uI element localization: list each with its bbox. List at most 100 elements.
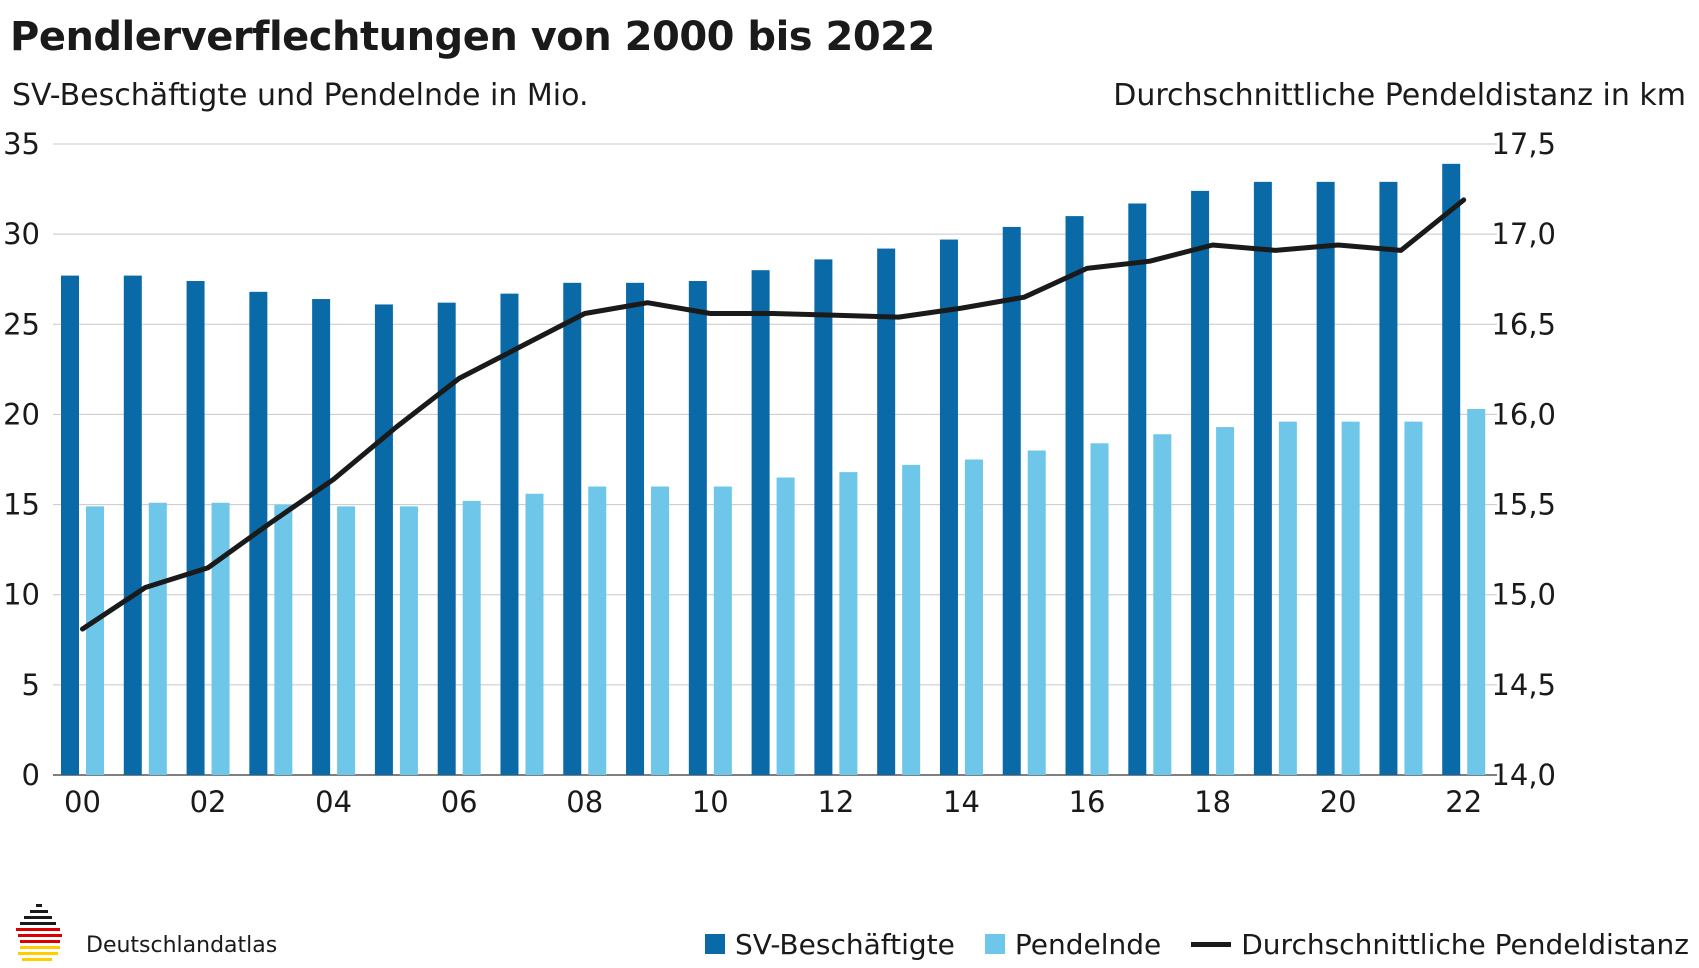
x-tick-label: 12 <box>817 785 854 819</box>
logo-stripe <box>30 910 48 913</box>
legend-swatch-pend <box>984 934 1005 954</box>
y-left-tick-label: 10 <box>3 578 40 612</box>
bar-pendelnde <box>902 464 921 775</box>
bar-pendelnde <box>462 500 481 775</box>
legend-swatch-sv <box>705 934 726 954</box>
bar-pendelnde <box>964 459 983 775</box>
left-y-axis-ticks: 0 5 10 15 20 25 30 35 <box>3 127 40 792</box>
logo-stripe <box>20 922 56 925</box>
y-right-tick-label: 14,5 <box>1491 668 1556 702</box>
bar-sv-beschaeftigte <box>186 281 205 775</box>
legend-item-sv: SV-Beschäftigte <box>705 928 955 961</box>
bar-sv-beschaeftigte <box>688 281 707 775</box>
y-right-tick-label: 16,5 <box>1491 307 1556 341</box>
legend: SV-Beschäftigte Pendelnde Durchschnittli… <box>675 924 1689 964</box>
legend-label-dist: Durchschnittliche Pendeldistanz <box>1241 927 1689 961</box>
x-tick-label: 16 <box>1069 785 1106 819</box>
bar-sv-beschaeftigte <box>1379 181 1398 776</box>
x-tick-label: 04 <box>315 785 352 819</box>
bar-pendelnde <box>1278 421 1297 775</box>
logo-stripe <box>20 946 60 949</box>
x-tick-label: 08 <box>566 785 603 819</box>
bar-pendelnde <box>1216 427 1235 775</box>
bar-pendelnde <box>1090 443 1109 775</box>
bar-pendelnde <box>651 486 670 775</box>
bar-pendelnde <box>399 506 418 775</box>
bar-sv-beschaeftigte <box>437 302 456 775</box>
chart-title: Pendlerverflechtungen von 2000 bis 2022 <box>10 14 935 60</box>
bar-pendelnde <box>337 506 356 775</box>
bar-pendelnde <box>86 506 104 775</box>
bar-sv-beschaeftigte <box>626 282 645 775</box>
bar-marks <box>61 163 1486 776</box>
bar-sv-beschaeftigte <box>563 282 582 775</box>
y-right-tick-label: 15,5 <box>1491 488 1556 522</box>
bar-sv-beschaeftigte <box>1253 181 1272 776</box>
right-y-axis-ticks: 14,0 14,5 15,0 15,5 16,0 16,5 17,0 17,5 <box>1491 127 1556 792</box>
bar-sv-beschaeftigte <box>939 239 958 776</box>
x-axis-ticks: 00 02 04 06 08 10 12 14 16 18 20 22 <box>64 785 1482 819</box>
y-left-tick-label: 25 <box>3 307 40 341</box>
right-axis-subtitle: Durchschnittliche Pendeldistanz in km <box>1113 78 1686 113</box>
y-left-tick-label: 15 <box>3 488 40 522</box>
bar-pendelnde <box>211 502 230 775</box>
logo-stripe <box>20 940 60 943</box>
bar-sv-beschaeftigte <box>312 299 331 775</box>
bar-sv-beschaeftigte <box>1065 216 1084 776</box>
y-right-tick-label: 14,0 <box>1491 758 1556 792</box>
y-left-tick-label: 5 <box>22 668 40 702</box>
y-left-tick-label: 30 <box>3 217 40 251</box>
deutschlandatlas-logo <box>16 904 62 961</box>
x-tick-label: 20 <box>1320 785 1357 819</box>
bar-pendelnde <box>1467 409 1486 775</box>
x-tick-label: 06 <box>441 785 478 819</box>
legend-label-sv: SV-Beschäftigte <box>735 927 955 961</box>
bar-pendelnde <box>713 486 732 775</box>
x-tick-label: 18 <box>1194 785 1231 819</box>
y-left-tick-label: 20 <box>3 397 40 431</box>
bar-sv-beschaeftigte <box>61 275 79 775</box>
logo-stripe <box>18 952 58 955</box>
left-axis-subtitle: SV-Beschäftigte und Pendelnde in Mio. <box>12 78 589 113</box>
line-series <box>80 197 1467 632</box>
bar-pendelnde <box>148 502 167 775</box>
legend-item-pend: Pendelnde <box>984 927 1162 961</box>
bar-pendelnde <box>1153 434 1172 775</box>
bar-sv-beschaeftigte <box>877 248 896 775</box>
logo-text: Deutschlandatlas <box>86 933 278 958</box>
logo-stripe <box>18 934 62 937</box>
bar-pendelnde <box>1027 450 1046 775</box>
bar-pendelnde <box>274 504 293 775</box>
x-tick-label: 02 <box>190 785 227 819</box>
bar-sv-beschaeftigte <box>1002 226 1021 776</box>
x-tick-label: 14 <box>943 785 980 819</box>
bar-pendelnde <box>776 477 795 775</box>
legend-label-pend: Pendelnde <box>1014 927 1162 961</box>
y-right-tick-label: 15,0 <box>1491 578 1556 612</box>
logo-stripe <box>36 904 42 907</box>
y-right-tick-label: 17,5 <box>1491 127 1556 161</box>
legend-swatch-dist <box>1191 941 1232 947</box>
bar-sv-beschaeftigte <box>1191 190 1210 776</box>
y-right-tick-label: 17,0 <box>1491 217 1556 251</box>
bar-pendelnde <box>1404 421 1423 775</box>
y-right-tick-label: 16,0 <box>1491 397 1556 431</box>
bar-sv-beschaeftigte <box>500 293 519 775</box>
bar-pendelnde <box>588 486 607 775</box>
bar-pendelnde <box>839 472 858 775</box>
x-tick-label: 10 <box>692 785 729 819</box>
bar-pendelnde <box>1341 421 1360 775</box>
logo-stripe <box>22 958 52 961</box>
bar-sv-beschaeftigte <box>123 275 142 775</box>
x-tick-label: 22 <box>1445 785 1482 819</box>
logo-stripe <box>16 928 60 931</box>
logo-stripe <box>24 916 52 919</box>
bar-sv-beschaeftigte <box>1442 163 1461 775</box>
y-left-tick-label: 0 <box>22 758 40 792</box>
bar-sv-beschaeftigte <box>1128 203 1147 776</box>
y-left-tick-label: 35 <box>3 127 40 161</box>
x-tick-label: 00 <box>64 785 101 819</box>
line-pendeldistanz <box>80 197 1467 632</box>
bar-sv-beschaeftigte <box>374 304 393 775</box>
